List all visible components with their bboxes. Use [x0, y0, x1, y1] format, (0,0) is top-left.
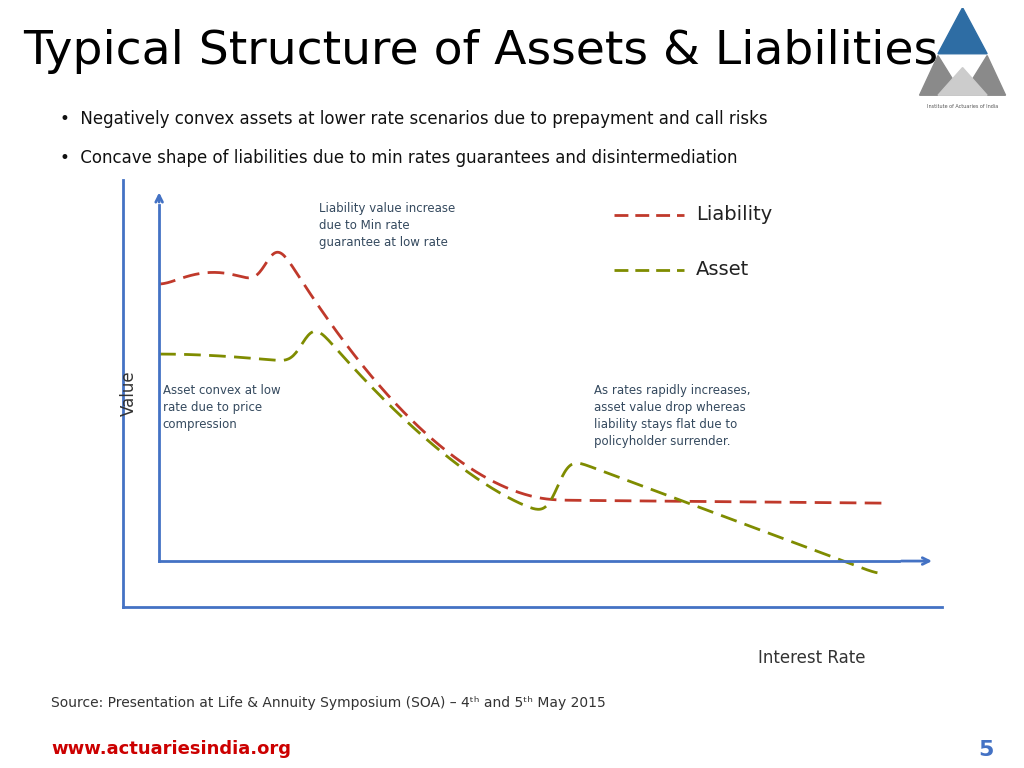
Asset: [341, 356, 353, 365]
Asset: [700, 505, 713, 515]
Text: 5: 5: [978, 740, 993, 760]
Text: •  Negatively convex assets at lower rate scenarios due to prepayment and call r: • Negatively convex assets at lower rate…: [59, 110, 767, 127]
Liability: [271, 247, 284, 257]
Liability: [582, 496, 594, 505]
Text: www.actuariesindia.org: www.actuariesindia.org: [51, 740, 291, 758]
Text: Source: Presentation at Life & Annuity Symposium (SOA) – 4ᵗʰ and 5ᵗʰ May 2015: Source: Presentation at Life & Annuity S…: [51, 696, 606, 710]
Asset: [582, 461, 594, 470]
Text: Liability value increase
due to Min rate
guarantee at low rate: Liability value increase due to Min rate…: [318, 202, 455, 249]
Text: Institute of Actuaries of India: Institute of Actuaries of India: [927, 104, 998, 110]
Text: Interest Rate: Interest Rate: [758, 649, 865, 667]
Text: •  Concave shape of liabilities due to min rates guarantees and disintermediatio: • Concave shape of liabilities due to mi…: [59, 149, 737, 167]
Text: Asset convex at low
rate due to price
compression: Asset convex at low rate due to price co…: [163, 385, 281, 432]
Text: Asset: Asset: [696, 260, 750, 280]
Text: As rates rapidly increases,
asset value drop whereas
liability stays flat due to: As rates rapidly increases, asset value …: [594, 385, 751, 449]
Asset: [309, 326, 322, 336]
Text: Value: Value: [120, 371, 137, 416]
Polygon shape: [938, 68, 987, 95]
Asset: [638, 482, 650, 492]
Text: Typical Structure of Assets & Liabilities: Typical Structure of Assets & Liabilitie…: [24, 29, 938, 74]
Text: Liability: Liability: [696, 205, 772, 224]
Polygon shape: [938, 8, 987, 54]
Liability: [638, 496, 650, 505]
Asset: [482, 482, 495, 491]
Liability: [878, 498, 890, 508]
Liability: [283, 257, 295, 266]
Asset: [282, 355, 294, 364]
Polygon shape: [963, 55, 1006, 95]
Asset: [878, 569, 890, 578]
Liability: [700, 497, 713, 506]
Asset: [153, 349, 165, 359]
Liability: [341, 340, 353, 349]
Liability: [482, 475, 495, 484]
Line: Asset: Asset: [159, 331, 884, 574]
Liability: [153, 280, 165, 289]
Polygon shape: [920, 55, 963, 95]
Line: Liability: Liability: [159, 252, 884, 503]
